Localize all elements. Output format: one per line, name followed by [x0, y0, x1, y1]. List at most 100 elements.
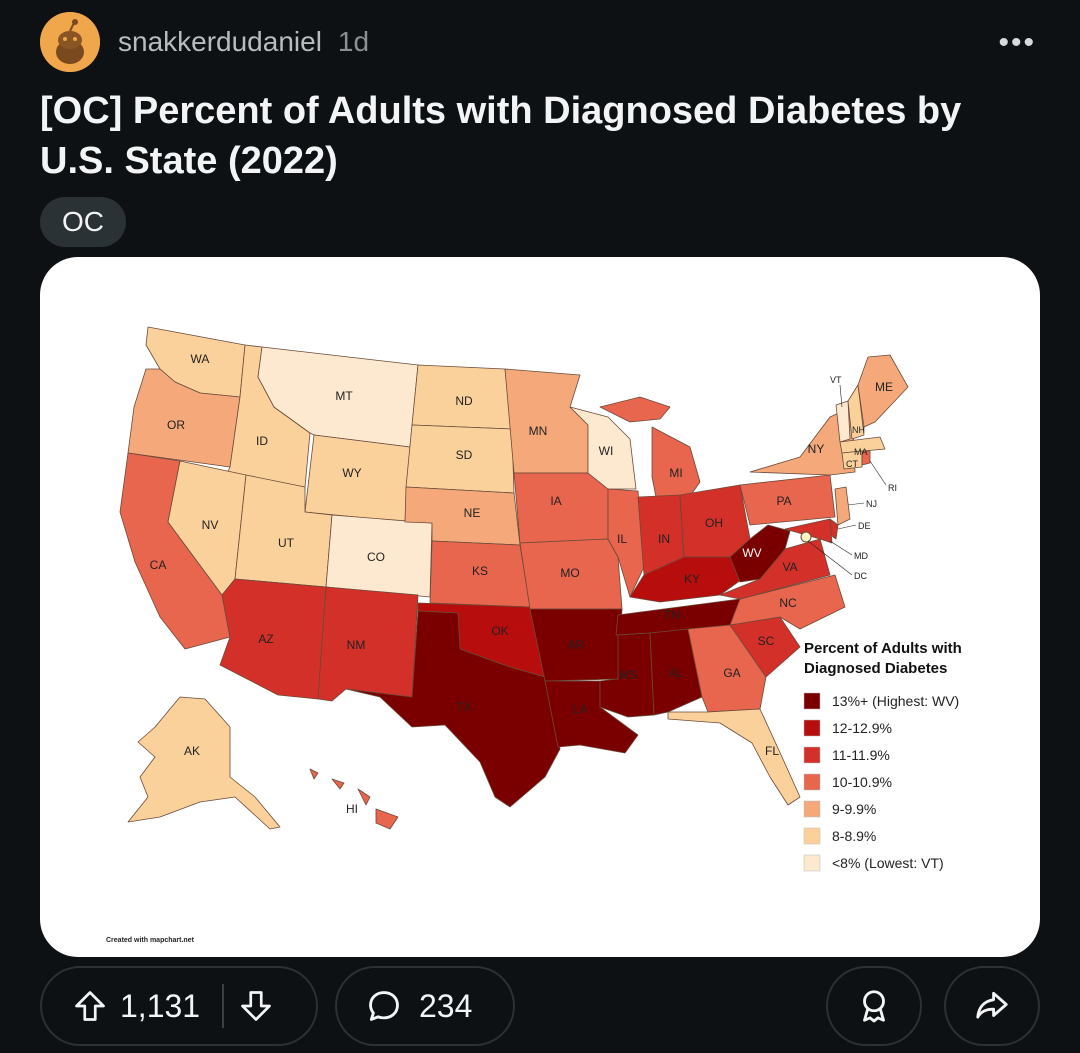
- legend-label: <8% (Lowest: VT): [832, 855, 944, 871]
- label-NV: NV: [202, 518, 219, 532]
- label-VT: VT: [830, 375, 842, 385]
- label-AK: AK: [184, 744, 200, 758]
- label-SD: SD: [456, 448, 473, 462]
- state-NH: [847, 384, 865, 440]
- downvote-button[interactable]: [238, 988, 274, 1024]
- label-DE: DE: [858, 521, 871, 531]
- state-HI: [309, 768, 399, 830]
- state-WV: [729, 524, 791, 583]
- post-title[interactable]: [OC] Percent of Adults with Diagnosed Di…: [40, 90, 962, 182]
- post-header: snakkerdudaniel 1d •••: [40, 12, 1040, 72]
- label-MN: MN: [529, 424, 548, 438]
- label-IA: IA: [550, 494, 561, 508]
- comments-button[interactable]: 234: [335, 966, 515, 1046]
- legend-label: 8-8.9%: [832, 828, 876, 844]
- label-IL: IL: [617, 532, 627, 546]
- state-NJ: [834, 486, 851, 526]
- label-MI: MI: [669, 466, 682, 480]
- post-flair[interactable]: OC: [40, 197, 126, 247]
- dc-marker: [800, 531, 812, 543]
- label-KS: KS: [472, 564, 488, 578]
- state-NM: [317, 586, 419, 702]
- label-OR: OR: [167, 418, 185, 432]
- label-RI: RI: [888, 483, 897, 493]
- map-credit: Created with mapchart.net: [106, 937, 194, 944]
- label-MD: MD: [854, 551, 868, 561]
- post-image[interactable]: WA OR CA ID NV MT WY UT AZ CO NM ND SD N…: [40, 257, 1040, 957]
- label-HI: HI: [346, 802, 358, 816]
- award-button[interactable]: [826, 966, 922, 1046]
- label-PA: PA: [776, 494, 791, 508]
- label-CO: CO: [367, 550, 385, 564]
- label-LA: LA: [573, 702, 588, 716]
- label-AL: AL: [669, 666, 684, 680]
- share-button[interactable]: [944, 966, 1040, 1046]
- state-AL: [649, 628, 703, 716]
- label-NH: NH: [852, 425, 865, 435]
- state-NC: [729, 574, 846, 630]
- reddit-snoo-icon: [40, 12, 100, 72]
- label-GA: GA: [723, 666, 740, 680]
- legend-label: 12-12.9%: [832, 720, 892, 736]
- label-SC: SC: [758, 634, 775, 648]
- avatar[interactable]: [40, 12, 100, 72]
- legend-label: 13%+ (Highest: WV): [832, 693, 959, 709]
- legend-title-1: Percent of Adults with: [804, 640, 962, 657]
- legend-label: 9-9.9%: [832, 801, 876, 817]
- label-WA: WA: [191, 352, 210, 366]
- arrow-up-icon: [75, 991, 105, 1021]
- label-WI: WI: [599, 444, 614, 458]
- label-WV: WV: [742, 546, 761, 560]
- state-ME: [857, 354, 909, 428]
- post-actions: 1,131 234: [40, 966, 1040, 1050]
- label-DC: DC: [854, 571, 867, 581]
- label-WY: WY: [342, 466, 361, 480]
- upvote-count: 1,131: [120, 987, 201, 1024]
- state-MO: [519, 538, 623, 610]
- more-options-button[interactable]: •••: [998, 26, 1036, 59]
- state-FL: [667, 708, 801, 806]
- legend-swatch: [803, 854, 821, 872]
- label-ND: ND: [455, 394, 473, 408]
- us-diabetes-map: WA OR CA ID NV MT WY UT AZ CO NM ND SD N…: [119, 326, 962, 872]
- label-IN: IN: [658, 532, 670, 546]
- state-CT: [841, 450, 863, 470]
- label-MS: MS: [619, 668, 637, 682]
- label-NC: NC: [779, 596, 797, 610]
- award-ribbon-icon: [863, 990, 885, 1023]
- label-MA: MA: [854, 447, 868, 457]
- label-MT: MT: [335, 389, 353, 403]
- comment-count: 234: [419, 987, 473, 1024]
- post-time: 1d: [337, 26, 370, 57]
- state-TX: [345, 610, 561, 808]
- share-arrow-icon: [976, 991, 1008, 1019]
- username[interactable]: snakkerdudaniel: [118, 26, 322, 57]
- legend-swatch: [803, 773, 821, 791]
- state-VT: [835, 400, 851, 443]
- label-FL: FL: [765, 744, 779, 758]
- label-ME: ME: [875, 380, 893, 394]
- legend-label: 10-10.9%: [832, 774, 892, 790]
- label-VA: VA: [782, 560, 797, 574]
- legend-swatch: [803, 827, 821, 845]
- speech-bubble-icon: [369, 991, 399, 1021]
- label-CA: CA: [150, 558, 167, 572]
- state-IA: [513, 472, 609, 544]
- label-NE: NE: [464, 506, 481, 520]
- label-AR: AR: [568, 638, 585, 652]
- upvote-button[interactable]: [72, 988, 108, 1024]
- label-ID: ID: [256, 434, 268, 448]
- label-KY: KY: [684, 572, 700, 586]
- label-OK: OK: [491, 624, 508, 638]
- state-MA: [839, 436, 886, 454]
- legend-swatch: [803, 800, 821, 818]
- legend-label: 11-11.9%: [832, 747, 890, 763]
- label-NY: NY: [808, 442, 825, 456]
- map-legend: Percent of Adults with Diagnosed Diabete…: [803, 640, 962, 872]
- label-CT: CT: [846, 459, 858, 469]
- label-OH: OH: [705, 516, 723, 530]
- legend-swatch: [803, 746, 821, 764]
- state-AK: [127, 696, 281, 830]
- label-TN: TN: [664, 608, 680, 622]
- state-WI: [569, 406, 637, 490]
